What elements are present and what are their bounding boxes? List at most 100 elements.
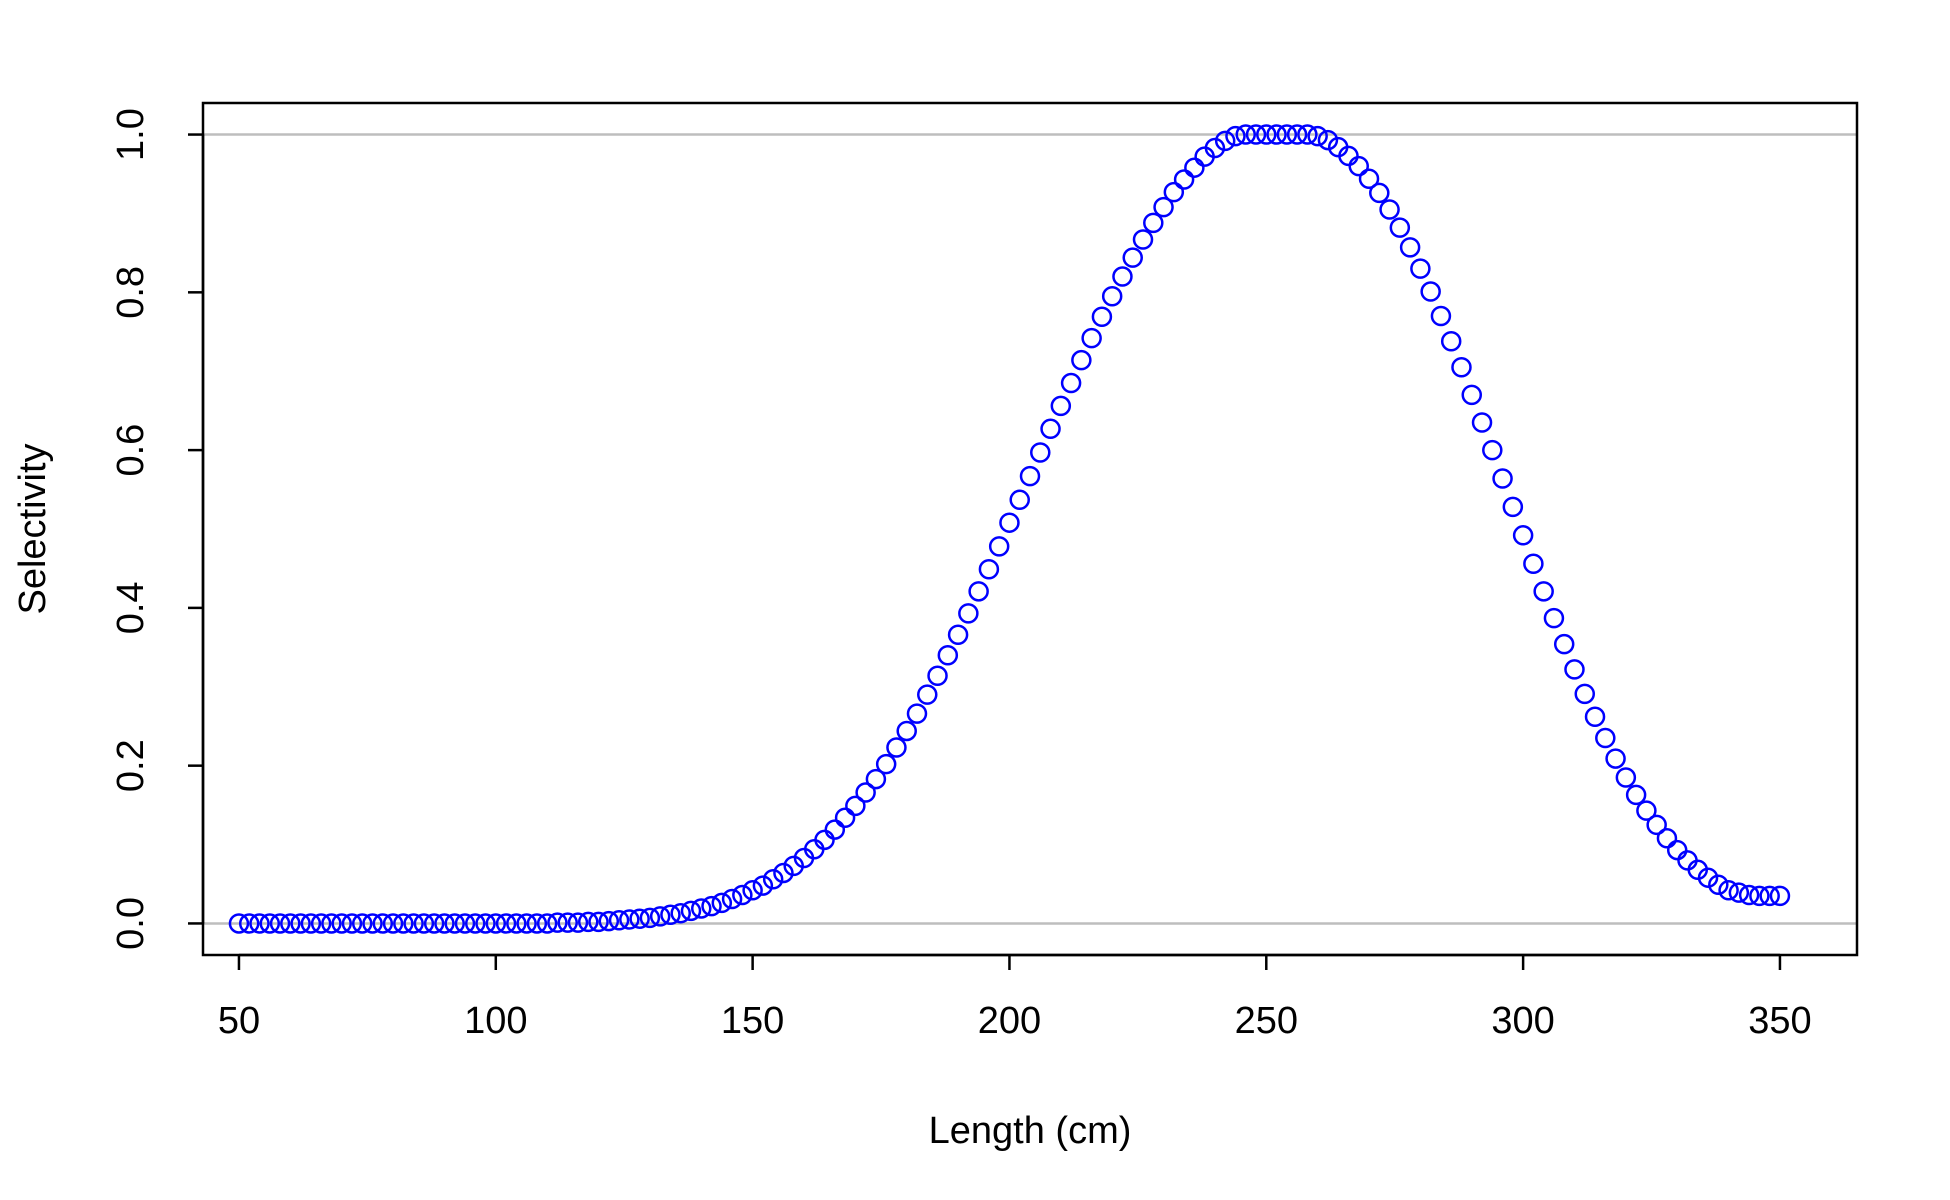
x-axis-label: Length (cm)	[929, 1110, 1132, 1152]
data-point	[999, 512, 1020, 533]
data-point	[1081, 327, 1102, 349]
data-point	[1492, 468, 1513, 489]
data-point	[1533, 581, 1554, 602]
data-point	[1461, 384, 1483, 406]
data-point	[1317, 129, 1339, 151]
data-point	[855, 782, 876, 803]
y-axis-label: Selectivity	[12, 443, 54, 614]
data-point	[1769, 885, 1791, 907]
data-point	[1451, 357, 1472, 378]
data-point	[1718, 880, 1739, 901]
data-point	[1050, 395, 1072, 417]
data-points	[228, 124, 1791, 934]
data-point	[1091, 306, 1113, 328]
data-point	[516, 913, 537, 934]
data-point	[978, 558, 1000, 580]
data-point	[588, 911, 609, 933]
data-point	[372, 913, 394, 934]
data-point	[639, 907, 661, 929]
data-point	[454, 913, 476, 934]
data-point	[1358, 168, 1380, 189]
data-point	[1173, 169, 1195, 190]
data-point	[547, 912, 568, 933]
data-point	[1143, 212, 1164, 234]
data-point	[1122, 247, 1143, 268]
data-point	[300, 913, 322, 934]
data-point	[896, 720, 917, 742]
data-point	[988, 536, 1010, 557]
data-point	[1030, 442, 1051, 463]
plot-frame	[201, 101, 1859, 957]
x-axis: 50 100 150 200 250 300 350	[218, 953, 1812, 1042]
data-point	[1256, 124, 1277, 145]
data-point	[958, 603, 979, 624]
data-point	[1420, 281, 1441, 302]
data-point	[937, 644, 959, 666]
y-tick-label: 0.2	[110, 739, 152, 792]
data-point	[485, 913, 507, 934]
data-point	[249, 913, 270, 934]
data-point	[701, 895, 722, 917]
data-point	[280, 913, 301, 934]
data-point	[608, 910, 630, 931]
data-point	[269, 913, 291, 934]
y-tick-label: 0.4	[110, 581, 152, 634]
data-point	[1574, 683, 1596, 705]
data-point	[1553, 633, 1575, 655]
data-point	[1060, 372, 1082, 394]
data-point	[1276, 124, 1298, 145]
data-point	[1666, 839, 1688, 861]
data-point	[752, 875, 774, 896]
data-point	[1502, 496, 1524, 518]
data-point	[629, 908, 650, 929]
data-point	[773, 862, 794, 884]
x-tick-label: 150	[721, 1000, 784, 1042]
data-point	[691, 898, 712, 919]
data-point	[1410, 258, 1431, 279]
y-tick-label: 1.0	[110, 108, 152, 161]
data-point	[875, 753, 897, 775]
data-point	[1389, 217, 1411, 238]
data-point	[413, 913, 435, 934]
data-point	[1286, 124, 1308, 145]
data-point	[259, 913, 281, 934]
data-point	[886, 737, 907, 758]
data-point	[1512, 525, 1534, 546]
data-point	[732, 884, 753, 906]
x-tick-label: 250	[1235, 1000, 1298, 1042]
data-point	[1184, 157, 1205, 178]
data-point	[814, 829, 835, 851]
data-point	[680, 900, 702, 922]
data-point	[331, 913, 352, 934]
data-point	[865, 768, 887, 790]
data-point	[1307, 125, 1328, 147]
data-point	[1543, 607, 1565, 629]
data-point	[1738, 884, 1760, 906]
data-point	[577, 911, 599, 933]
data-point	[341, 913, 363, 934]
data-point	[434, 913, 455, 934]
data-point	[1245, 124, 1267, 145]
data-point	[1153, 196, 1174, 218]
data-point	[1636, 800, 1657, 821]
data-point	[968, 581, 989, 602]
data-point	[947, 624, 969, 645]
data-point	[1646, 814, 1667, 836]
data-point	[1369, 182, 1390, 204]
data-point	[1204, 137, 1226, 159]
data-point	[1101, 286, 1123, 307]
data-point	[1564, 659, 1585, 680]
data-point	[1009, 489, 1030, 511]
data-point	[1399, 237, 1421, 258]
data-point	[845, 795, 866, 817]
data-point	[1163, 181, 1185, 203]
y-tick-label: 0.6	[110, 424, 152, 477]
x-tick-label: 200	[978, 1000, 1041, 1042]
data-point	[495, 913, 517, 934]
data-point	[557, 912, 578, 933]
data-point	[393, 913, 414, 934]
x-tick-label: 300	[1491, 1000, 1554, 1042]
y-tick-label: 0.8	[110, 266, 152, 319]
data-point	[567, 912, 589, 933]
data-point	[1523, 553, 1544, 574]
